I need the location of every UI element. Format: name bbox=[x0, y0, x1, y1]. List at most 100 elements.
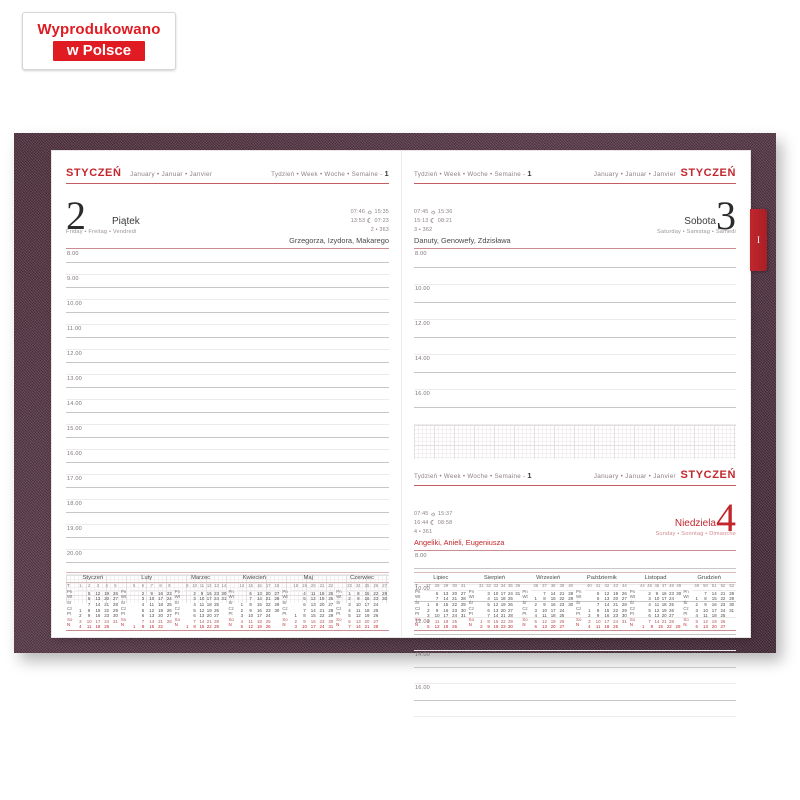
calendar-day[interactable]: 31 bbox=[621, 618, 627, 624]
calendar-day[interactable]: 23 bbox=[104, 613, 110, 619]
half-hour-line[interactable] bbox=[66, 538, 389, 550]
calendar-day[interactable]: 4 bbox=[240, 618, 244, 624]
calendar-day[interactable]: 22 bbox=[319, 613, 325, 619]
calendar-day[interactable]: 13 bbox=[256, 590, 262, 596]
calendar-day[interactable]: 23 bbox=[166, 590, 172, 596]
hour-slot[interactable]: 16.00 bbox=[414, 390, 736, 425]
calendar-day[interactable]: 9 bbox=[200, 590, 204, 596]
hour-slot[interactable]: 12.00 bbox=[66, 350, 389, 375]
half-hour-line[interactable] bbox=[66, 288, 389, 300]
calendar-day[interactable]: 23 bbox=[559, 602, 565, 608]
calendar-day[interactable]: 8 bbox=[487, 618, 490, 624]
half-hour-line[interactable] bbox=[66, 513, 389, 525]
calendar-day[interactable]: 24 bbox=[720, 607, 726, 613]
calendar-day[interactable]: 12 bbox=[654, 607, 660, 613]
calendar-day[interactable]: 9 bbox=[150, 590, 153, 596]
calendar-day[interactable]: 19 bbox=[550, 618, 556, 624]
calendar-day[interactable] bbox=[566, 624, 575, 630]
calendar-day[interactable]: 18 bbox=[661, 602, 667, 608]
calendar-day[interactable]: 15 bbox=[310, 613, 316, 619]
calendar-day[interactable]: 7 bbox=[648, 618, 651, 624]
calendar-day[interactable]: 15 bbox=[443, 602, 449, 608]
calendar-day[interactable]: 10 bbox=[703, 607, 708, 613]
hour-slot[interactable]: 12.00 bbox=[414, 618, 736, 651]
calendar-day[interactable]: 5 bbox=[141, 607, 145, 613]
hour-slot[interactable]: 9.00 bbox=[66, 275, 389, 300]
calendar-day[interactable]: 22 bbox=[104, 607, 110, 613]
calendar-day[interactable]: 24 bbox=[507, 590, 513, 596]
calendar-day[interactable]: 23 bbox=[613, 613, 619, 619]
calendar-day[interactable]: 31 bbox=[221, 596, 227, 602]
calendar-day[interactable]: 27 bbox=[328, 602, 334, 608]
calendar-day[interactable]: 31 bbox=[460, 613, 466, 619]
calendar-day[interactable]: 28 bbox=[274, 596, 280, 602]
calendar-day[interactable]: 8 bbox=[87, 607, 91, 613]
calendar-day[interactable]: 24 bbox=[373, 602, 379, 608]
calendar-day[interactable]: 4 bbox=[79, 624, 82, 630]
calendar-day[interactable]: 23 bbox=[452, 607, 458, 613]
calendar-day[interactable]: 9 bbox=[249, 607, 252, 613]
calendar-day[interactable] bbox=[380, 624, 389, 630]
calendar-day[interactable]: 28 bbox=[729, 590, 735, 596]
calendar-day[interactable]: 28 bbox=[669, 618, 674, 624]
calendar-day[interactable]: 21 bbox=[500, 613, 506, 619]
calendar-day[interactable]: 1 bbox=[695, 596, 698, 602]
hour-slot[interactable]: 8.00 bbox=[414, 552, 736, 585]
calendar-day[interactable]: 22 bbox=[613, 607, 619, 613]
calendar-day[interactable] bbox=[273, 624, 282, 630]
calendar-day[interactable]: 30 bbox=[113, 613, 118, 619]
hour-slot[interactable]: 16.00 bbox=[414, 684, 736, 717]
calendar-day[interactable]: 6 bbox=[695, 624, 698, 630]
calendar-day[interactable]: 11 bbox=[703, 613, 708, 619]
calendar-day[interactable]: 7 bbox=[193, 618, 196, 624]
calendar-day[interactable]: 14 bbox=[199, 618, 205, 624]
calendar-day[interactable]: 5 bbox=[303, 596, 306, 602]
calendar-day[interactable]: 7 bbox=[87, 602, 91, 608]
calendar-day[interactable]: 15 bbox=[149, 624, 155, 630]
calendar-day[interactable]: 27 bbox=[460, 590, 466, 596]
calendar-day[interactable]: 25 bbox=[452, 618, 458, 624]
calendar-day[interactable] bbox=[727, 624, 736, 630]
half-hour-line[interactable] bbox=[414, 408, 736, 425]
calendar-day[interactable]: 8 bbox=[543, 596, 546, 602]
calendar-day[interactable]: 21 bbox=[104, 602, 110, 608]
calendar-day[interactable] bbox=[620, 624, 629, 630]
calendar-day[interactable]: 30 bbox=[621, 613, 627, 619]
calendar-day[interactable]: 19 bbox=[158, 607, 163, 613]
calendar-day[interactable]: 25 bbox=[214, 602, 219, 608]
calendar-day[interactable]: 22 bbox=[720, 596, 726, 602]
calendar-day[interactable]: 10 bbox=[595, 618, 601, 624]
hour-slot[interactable]: 13.00 bbox=[66, 375, 389, 400]
calendar-day[interactable]: 9 bbox=[655, 590, 659, 596]
calendar-day[interactable]: 28 bbox=[166, 618, 172, 624]
calendar-day[interactable]: 13 bbox=[542, 624, 547, 630]
calendar-day[interactable]: 20 bbox=[550, 624, 556, 630]
calendar-day[interactable]: 30 bbox=[568, 602, 574, 608]
calendar-day[interactable]: 10 bbox=[493, 590, 499, 596]
calendar-day[interactable]: 11 bbox=[86, 624, 92, 630]
calendar-day[interactable]: 1 bbox=[348, 590, 351, 596]
calendar-day[interactable]: 19 bbox=[206, 607, 212, 613]
calendar-day[interactable]: 27 bbox=[669, 613, 674, 619]
calendar-day[interactable]: 14 bbox=[149, 618, 155, 624]
calendar-day[interactable]: 6 bbox=[141, 613, 145, 619]
calendar-day[interactable]: 25 bbox=[613, 624, 619, 630]
calendar-day[interactable]: 12 bbox=[703, 618, 708, 624]
calendar-day[interactable]: 16 bbox=[364, 596, 370, 602]
calendar-day[interactable] bbox=[165, 624, 174, 630]
calendar-day[interactable]: 1 bbox=[588, 607, 591, 613]
calendar-day[interactable]: 15 bbox=[658, 624, 663, 630]
calendar-day[interactable]: 27 bbox=[214, 613, 219, 619]
calendar-day[interactable]: 7 bbox=[348, 624, 351, 630]
calendar-day[interactable]: 24 bbox=[319, 624, 325, 630]
calendar-day[interactable]: 30 bbox=[328, 618, 334, 624]
calendar-day[interactable]: 23 bbox=[373, 596, 379, 602]
calendar-day[interactable]: 2 bbox=[588, 613, 591, 619]
calendar-day[interactable]: 19 bbox=[319, 596, 325, 602]
calendar-day[interactable]: 16 bbox=[206, 590, 212, 596]
calendar-day[interactable]: 7 bbox=[543, 590, 546, 596]
calendar-day[interactable]: 18 bbox=[256, 618, 262, 624]
calendar-day[interactable]: 5 bbox=[487, 602, 490, 608]
calendar-day[interactable]: 26 bbox=[214, 607, 219, 613]
calendar-day[interactable]: 14 bbox=[654, 618, 660, 624]
